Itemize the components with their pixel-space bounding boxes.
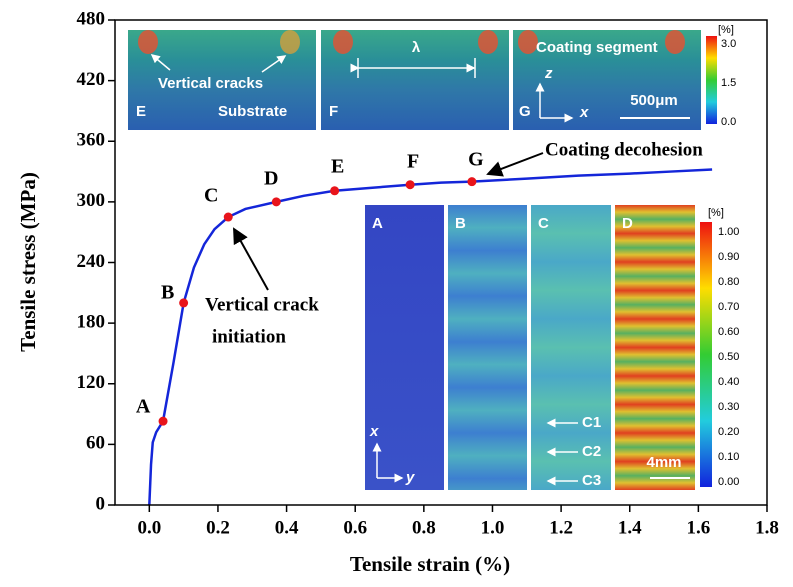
colorbar-tick-label: 0.60: [718, 326, 739, 338]
colorbar-tick-label: 0.50: [718, 351, 739, 363]
image-panel: [448, 205, 527, 490]
arrow: [486, 152, 544, 177]
panel-label: C: [538, 215, 549, 232]
panel-label: D: [622, 215, 633, 232]
point-label: C: [204, 185, 218, 207]
colorbar-unit: [%]: [718, 24, 734, 36]
point: [158, 416, 168, 426]
x-tick-label: 0.6: [343, 517, 367, 538]
colorbar-tick-label: 3.0: [721, 38, 736, 50]
x-tick-label: 1.0: [481, 517, 505, 538]
panel-label: E: [136, 103, 146, 120]
marker-label: C1: [582, 414, 601, 431]
x-tick-label: 0.0: [137, 517, 161, 538]
colorbar-tick-label: 0.30: [718, 401, 739, 413]
point: [467, 177, 477, 187]
colorbar-tick-label: 1.00: [718, 226, 739, 238]
y-tick-label: 240: [77, 251, 106, 272]
image-panel: [321, 30, 509, 130]
hotspot: [138, 30, 158, 54]
point: [179, 298, 189, 308]
y-tick-label: 360: [77, 130, 106, 151]
arrow: [233, 227, 269, 291]
inset-text: x: [369, 423, 379, 440]
panel-label: G: [519, 103, 531, 120]
panel-label: B: [455, 215, 466, 232]
inset-text: λ: [412, 39, 421, 56]
point: [223, 212, 233, 222]
inset-text: y: [405, 469, 415, 486]
image-panel: [531, 205, 611, 490]
colorbar-tick-label: 0.40: [718, 376, 739, 388]
colorbar-ticks: 3.0 1.5 0.0: [721, 38, 736, 128]
colorbar-tick-label: 0.90: [718, 251, 739, 263]
panel-label: F: [329, 103, 338, 120]
y-axis-title: Tensile stress (MPa): [16, 172, 40, 352]
colorbar-tick-label: 0.80: [718, 276, 739, 288]
x-tick-label: 1.8: [755, 517, 779, 538]
x-tick-label: 1.4: [618, 517, 642, 538]
point: [405, 180, 415, 190]
y-tick-label: 120: [77, 372, 106, 393]
hotspot: [280, 30, 300, 54]
x-tick-label: 1.2: [549, 517, 573, 538]
inset-text: Substrate: [218, 103, 287, 120]
point: [271, 197, 281, 207]
point-label: E: [331, 155, 344, 177]
arrow: [261, 55, 287, 73]
plot-area: 0 60 120 180 240 300 360 420 480 0.0 0.2 0.4 0.6 0.8 1…: [77, 8, 779, 538]
image-panel: [615, 205, 695, 490]
x-axis-title: Tensile strain (%): [350, 552, 510, 576]
colorbar-tick-label: 0.00: [718, 476, 739, 488]
colorbar: [700, 222, 712, 487]
axes-frame: [114, 19, 768, 506]
scale-label: 500μm: [630, 92, 678, 109]
inset-text: x: [579, 104, 589, 121]
hotspot: [665, 30, 685, 54]
colorbar-unit: [%]: [708, 207, 724, 219]
y-tick-label: 180: [77, 311, 106, 332]
colorbar-ticks: 1.00 0.90 0.80 0.70 0.60 0.50 0.40 0.30 0.20 0.10…: [718, 226, 739, 488]
marker-label: C3: [582, 472, 601, 489]
point: [330, 186, 340, 196]
arrow: [150, 54, 171, 71]
scale-label: 4mm: [646, 454, 681, 471]
colorbar-tick-label: 0.20: [718, 426, 739, 438]
bottom-inset: A B C D C1 C2 C3 x y 4mm [%] 1.00 0.90 0.8…: [365, 205, 739, 490]
y-tick-label: 60: [86, 433, 105, 454]
top-inset: E F G Vertical cracks Substrate λ Coatin…: [128, 24, 736, 130]
y-tick-label: 480: [77, 8, 106, 29]
x-tick-label: 0.2: [206, 517, 230, 538]
hotspot: [333, 30, 353, 54]
annotation: Coating decohesion: [545, 139, 703, 160]
inset-text: z: [544, 65, 553, 82]
colorbar-tick-label: 0.70: [718, 301, 739, 313]
x-tick-label: 1.6: [686, 517, 710, 538]
hotspot: [518, 30, 538, 54]
marker-label: C2: [582, 443, 601, 460]
colorbar-tick-label: 1.5: [721, 77, 736, 89]
colorbar-tick-label: 0.0: [721, 116, 736, 128]
point-label: D: [264, 167, 278, 189]
point-label: F: [407, 150, 419, 172]
colorbar: [706, 36, 717, 124]
y-tick-label: 300: [77, 190, 106, 211]
inset-text: Coating segment: [536, 39, 658, 56]
annotation: initiation: [212, 326, 286, 347]
point-label: A: [136, 396, 151, 418]
point-label: G: [468, 148, 484, 170]
annotation: Vertical crack: [205, 294, 319, 315]
y-tick-label: 420: [77, 69, 106, 90]
panel-label: A: [372, 215, 383, 232]
x-tick-label: 0.4: [275, 517, 299, 538]
inset-text: Vertical cracks: [158, 75, 263, 92]
x-tick-label: 0.8: [412, 517, 436, 538]
colorbar-tick-label: 0.10: [718, 451, 739, 463]
hotspot: [478, 30, 498, 54]
y-tick-label: 0: [96, 493, 106, 514]
point-label: B: [161, 282, 174, 304]
